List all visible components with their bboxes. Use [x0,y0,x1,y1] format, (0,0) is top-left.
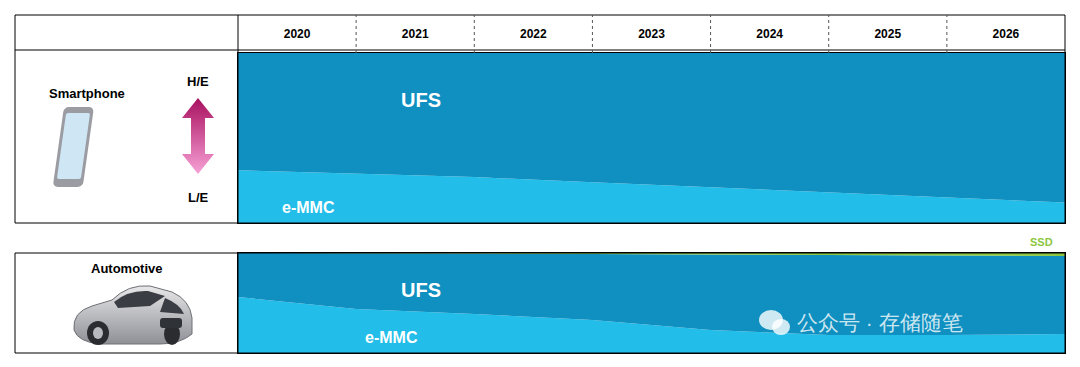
svg-text:UFS: UFS [401,89,441,111]
svg-text:e-MMC: e-MMC [365,329,418,346]
svg-text:2026: 2026 [993,27,1020,41]
svg-text:2022: 2022 [520,27,547,41]
svg-text:公众号 · 存储随笔: 公众号 · 存储随笔 [797,311,963,334]
svg-text:Smartphone: Smartphone [49,86,125,101]
svg-text:L/E: L/E [188,190,209,205]
svg-text:2021: 2021 [402,27,429,41]
svg-text:SSD: SSD [1030,236,1053,248]
svg-text:UFS: UFS [401,279,441,301]
svg-text:e-MMC: e-MMC [282,199,335,216]
svg-text:2020: 2020 [284,27,311,41]
svg-text:2023: 2023 [638,27,665,41]
svg-text:Automotive: Automotive [91,261,163,276]
svg-text:H/E: H/E [187,74,209,89]
svg-text:2025: 2025 [874,27,901,41]
svg-text:2024: 2024 [756,27,783,41]
